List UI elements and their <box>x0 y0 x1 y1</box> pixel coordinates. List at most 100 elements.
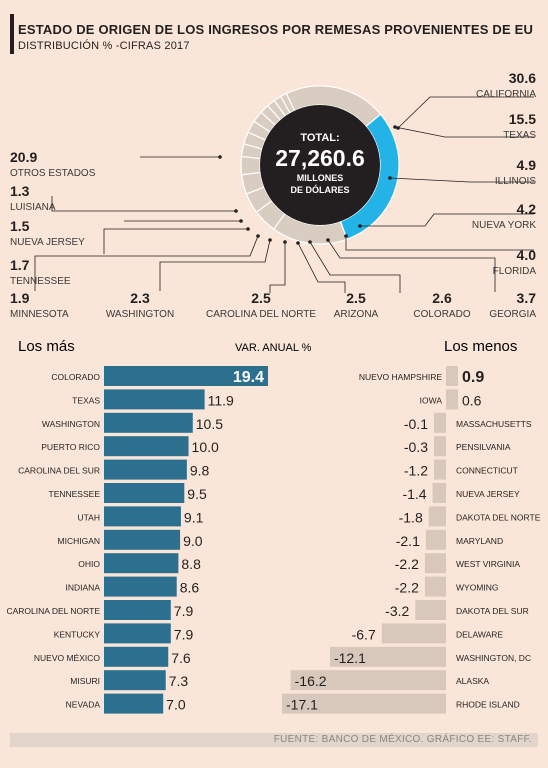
bar-bottom-value-delaware: -6.7 <box>352 626 376 642</box>
section-title-bottom: Los menos <box>444 338 517 355</box>
donut-value-texas: 15.5 <box>509 111 536 127</box>
bar-bottom-value-connecticut: -1.2 <box>404 463 428 479</box>
bar-top-kentucky <box>104 623 171 644</box>
bar-top-value-utah: 9.1 <box>184 509 204 525</box>
bar-top-label-carolina-del-norte: CAROLINA DEL NORTE <box>6 606 100 616</box>
donut-value-illinois: 4.9 <box>517 157 537 173</box>
donut-leader-texas <box>394 126 534 138</box>
donut-leader-colorado <box>309 241 401 293</box>
bar-bottom-label-dakota-del-sur: DAKOTA DEL SUR <box>456 606 529 616</box>
donut-value-washington: 2.3 <box>130 290 150 306</box>
donut-label-nueva-jersey: NUEVA JERSEY <box>10 237 85 248</box>
bar-bottom-label-alaska: ALASKA <box>456 676 489 686</box>
title-accent-bar <box>10 14 14 54</box>
donut-value-luisiana: 1.3 <box>10 183 30 199</box>
bar-bottom-label-dakota-del-norte: DAKOTA DEL NORTE <box>456 512 541 522</box>
donut-leader-dot-tennessee <box>246 227 250 231</box>
bar-bottom-alaska <box>290 670 446 691</box>
bar-top-colorado <box>104 366 268 386</box>
donut-leader-nueva-york <box>360 213 534 227</box>
donut-leader-illinois <box>389 177 534 183</box>
bar-bottom-value-dakota-del-sur: -3.2 <box>385 603 409 619</box>
donut-leader-dot-otros-estados <box>218 155 222 159</box>
bar-bottom-label-nueva-jersey: NUEVA JERSEY <box>456 489 520 499</box>
donut-leader-dot-washington <box>268 238 272 242</box>
donut-leader-dot-illinois <box>388 176 392 180</box>
bar-top-misuri <box>104 670 166 691</box>
donut-value-arizona: 2.5 <box>346 290 366 306</box>
bar-top-utah <box>104 506 181 527</box>
chart-title: ESTADO DE ORIGEN DE LOS INGRESOS POR REM… <box>18 22 534 37</box>
donut-leader-dot-colorado <box>308 240 312 244</box>
footer-band <box>10 733 538 747</box>
bar-top-label-puerto-rico: PUERTO RICO <box>41 442 100 452</box>
bar-top-label-misuri: MISURI <box>70 676 100 686</box>
donut-value-florida: 4.0 <box>517 247 537 263</box>
bar-top-label-ohio: OHIO <box>78 559 100 569</box>
bar-top-label-colorado: COLORADO <box>51 372 100 382</box>
donut-center-disc <box>260 105 380 225</box>
bar-top-label-tennessee: TENNESSEE <box>49 489 101 499</box>
bar-top-texas <box>104 389 205 410</box>
bar-bottom-value-dakota-del-norte: -1.8 <box>399 509 423 525</box>
bar-bottom-delaware <box>381 623 446 644</box>
donut-slice-georgia <box>240 155 262 176</box>
donut-label-nueva-york: NUEVA YORK <box>472 220 536 231</box>
donut-leader-minnesota <box>34 235 259 291</box>
bar-chart-top-states: COLORADO 19.4 TEXAS 11.9 WASHINGTON 10.5 PUERT… <box>6 366 268 714</box>
axis-label-var-anual: VAR. ANUAL % <box>235 342 312 354</box>
donut-leader-washington <box>159 239 271 291</box>
bar-top-value-misuri: 7.3 <box>169 673 189 689</box>
bar-top-value-indiana: 8.6 <box>180 580 200 596</box>
bar-top-carolina-del-sur <box>104 459 187 480</box>
donut-label-california: CALIFORNIA <box>476 89 536 100</box>
bar-bottom-nuevo-hampshire <box>446 366 458 386</box>
donut-value-carolina-del-norte: 2.5 <box>251 290 271 306</box>
donut-label-washington: WASHINGTON <box>106 309 174 320</box>
donut-leader-dot-minnesota <box>256 234 260 238</box>
donut-value-colorado: 2.6 <box>432 290 452 306</box>
donut-leader-dot-nueva-jersey <box>239 219 243 223</box>
bar-bottom-value-iowa: 0.6 <box>462 392 482 408</box>
bar-top-puerto-rico <box>104 436 189 457</box>
donut-value-tennessee: 1.7 <box>10 257 30 273</box>
bar-bottom-nueva-jersey <box>432 483 446 503</box>
bar-chart-bottom-states: NUEVO HAMPSHIRE 0.9 IOWA 0.6 MASSACHUSETTS -0… <box>282 366 541 714</box>
bar-top-value-carolina-del-sur: 9.8 <box>190 463 210 479</box>
bar-bottom-west-virginia <box>424 553 446 574</box>
bar-bottom-value-rhode-island: -17.1 <box>286 697 318 713</box>
bar-bottom-pensilvania <box>434 436 446 457</box>
bar-top-value-puerto-rico: 10.0 <box>192 439 219 455</box>
donut-label-minnesota: MINNESOTA <box>10 309 69 320</box>
donut-label-luisiana: LUISIANA <box>10 202 56 213</box>
donut-value-california: 30.6 <box>509 70 536 86</box>
bar-bottom-label-maryland: MARYLAND <box>456 536 503 546</box>
donut-labels: 30.6 CALIFORNIA 15.5 TEXAS 4.9 ILLINOIS 4.2 NUE… <box>10 70 536 320</box>
bar-top-tennessee <box>104 483 185 503</box>
bar-top-value-nevada: 7.0 <box>166 697 186 713</box>
section-title-top: Los más <box>18 338 75 355</box>
bar-top-value-carolina-del-norte: 7.9 <box>174 603 194 619</box>
bar-bottom-massachusetts <box>434 412 446 433</box>
bar-top-value-michigan: 9.0 <box>183 533 203 549</box>
donut-label-illinois: ILLINOIS <box>495 176 536 187</box>
bar-bottom-value-washington-dc: -12.1 <box>334 650 366 666</box>
donut-total-label: TOTAL: <box>300 132 339 144</box>
donut-label-florida: FLORIDA <box>493 266 537 277</box>
bar-bottom-label-west-virginia: WEST VIRGINIA <box>456 559 520 569</box>
donut-value-otros-estados: 20.9 <box>10 149 37 165</box>
bar-top-value-washington: 10.5 <box>196 416 223 432</box>
donut-leader-carolina-del-norte <box>269 242 286 293</box>
bar-top-value-nuevo-mexico: 7.6 <box>171 650 191 666</box>
bar-bottom-dakota-del-norte <box>428 506 446 527</box>
bar-top-label-utah: UTAH <box>77 512 100 522</box>
bar-top-nuevo-mexico <box>104 646 169 667</box>
bar-top-washington <box>104 412 193 433</box>
bar-top-label-indiana: INDIANA <box>66 583 101 593</box>
bar-bottom-maryland <box>425 529 446 550</box>
bar-bottom-wyoming <box>424 576 446 597</box>
bar-bottom-dakota-del-sur <box>415 600 446 620</box>
footer-source: FUENTE: BANCO DE MÉXICO. GRÁFICO EE: STA… <box>273 734 532 745</box>
donut-center: TOTAL: 27,260.6 MILLONES DE DÓLARES <box>260 105 380 225</box>
